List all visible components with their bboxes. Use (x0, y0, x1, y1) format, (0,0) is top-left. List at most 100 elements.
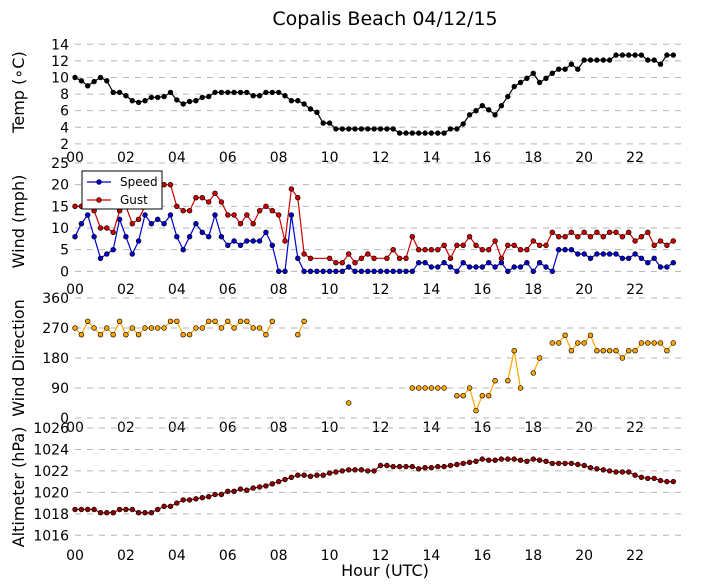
data-point (295, 195, 301, 201)
y-tick-label: 270 (42, 321, 69, 337)
data-point (562, 247, 568, 253)
data-point (517, 457, 524, 463)
data-point (193, 221, 199, 227)
data-point (479, 456, 485, 462)
data-point (314, 109, 320, 116)
data-point (365, 126, 371, 132)
data-point (568, 229, 575, 236)
data-point (250, 92, 256, 99)
data-point (479, 102, 485, 109)
data-point (619, 52, 626, 58)
data-point (174, 500, 180, 506)
data-point (212, 491, 218, 498)
data-point (180, 497, 186, 503)
data-point (606, 57, 613, 63)
data-point (562, 332, 568, 338)
data-point (651, 340, 657, 346)
data-point (135, 510, 142, 516)
data-point (473, 408, 479, 414)
data-point (441, 242, 447, 249)
data-point (454, 461, 460, 468)
data-point (288, 97, 295, 104)
data-point (155, 325, 161, 331)
data-point (295, 472, 301, 478)
data-point (256, 208, 263, 214)
data-point (193, 325, 199, 331)
data-point (206, 318, 212, 324)
data-point (352, 467, 358, 473)
data-point (587, 57, 594, 63)
y-tick-label: 5 (60, 243, 69, 259)
x-tick-label: 10 (321, 150, 339, 166)
y-tick-label: 4 (60, 120, 69, 136)
x-tick-label: 12 (372, 150, 390, 166)
data-point (301, 251, 307, 257)
data-point (625, 255, 632, 261)
x-tick-label: 04 (168, 150, 186, 166)
data-point (193, 195, 199, 201)
x-tick-label: 22 (626, 548, 644, 564)
data-point (524, 247, 530, 253)
data-point (625, 469, 632, 475)
data-point (600, 234, 606, 240)
x-tick-label: 08 (270, 282, 288, 298)
data-point (466, 459, 473, 465)
data-point (84, 83, 91, 89)
data-point (505, 456, 511, 462)
data-point (416, 247, 422, 253)
data-point (148, 510, 155, 516)
y-axis-label: Wind (mph) (9, 175, 28, 269)
data-point (492, 264, 498, 270)
data-point (276, 478, 282, 485)
data-point (129, 506, 136, 513)
data-point (600, 251, 606, 257)
data-point (78, 332, 85, 338)
data-point (581, 462, 587, 469)
data-point (409, 268, 415, 274)
data-point (346, 400, 352, 406)
data-point (123, 234, 129, 240)
data-point (212, 318, 218, 324)
data-point (466, 264, 473, 270)
data-point (358, 467, 365, 473)
data-point (326, 268, 333, 274)
data-point (91, 234, 97, 240)
data-point (543, 242, 549, 249)
data-point (377, 268, 384, 274)
data-point (244, 318, 250, 324)
data-point (186, 234, 193, 240)
data-point (657, 264, 664, 270)
y-tick-label: 15 (51, 199, 69, 215)
y-axis-label: Altimeter (hPa) (9, 427, 28, 548)
data-point (645, 260, 651, 266)
data-point (390, 126, 396, 132)
data-point (186, 98, 193, 105)
data-point (225, 212, 231, 218)
data-point (486, 393, 492, 399)
data-point (536, 457, 543, 463)
data-point (282, 476, 288, 483)
data-point (492, 378, 498, 384)
data-point (250, 325, 256, 331)
data-point (288, 186, 295, 192)
x-tick-label: 08 (270, 150, 288, 166)
data-point (206, 93, 212, 100)
x-tick-label: 08 (270, 420, 288, 436)
data-point (135, 238, 142, 244)
x-tick-label: 22 (626, 420, 644, 436)
data-point (441, 385, 447, 391)
chart-title: Copalis Beach 04/12/15 (272, 8, 497, 30)
data-point (555, 66, 562, 72)
data-point (91, 325, 97, 331)
data-point (619, 234, 626, 240)
data-point (237, 221, 244, 227)
data-point (530, 268, 536, 274)
data-point (479, 264, 485, 270)
data-point (536, 355, 543, 361)
data-point (435, 463, 441, 470)
data-point (460, 460, 466, 467)
data-point (282, 268, 288, 274)
